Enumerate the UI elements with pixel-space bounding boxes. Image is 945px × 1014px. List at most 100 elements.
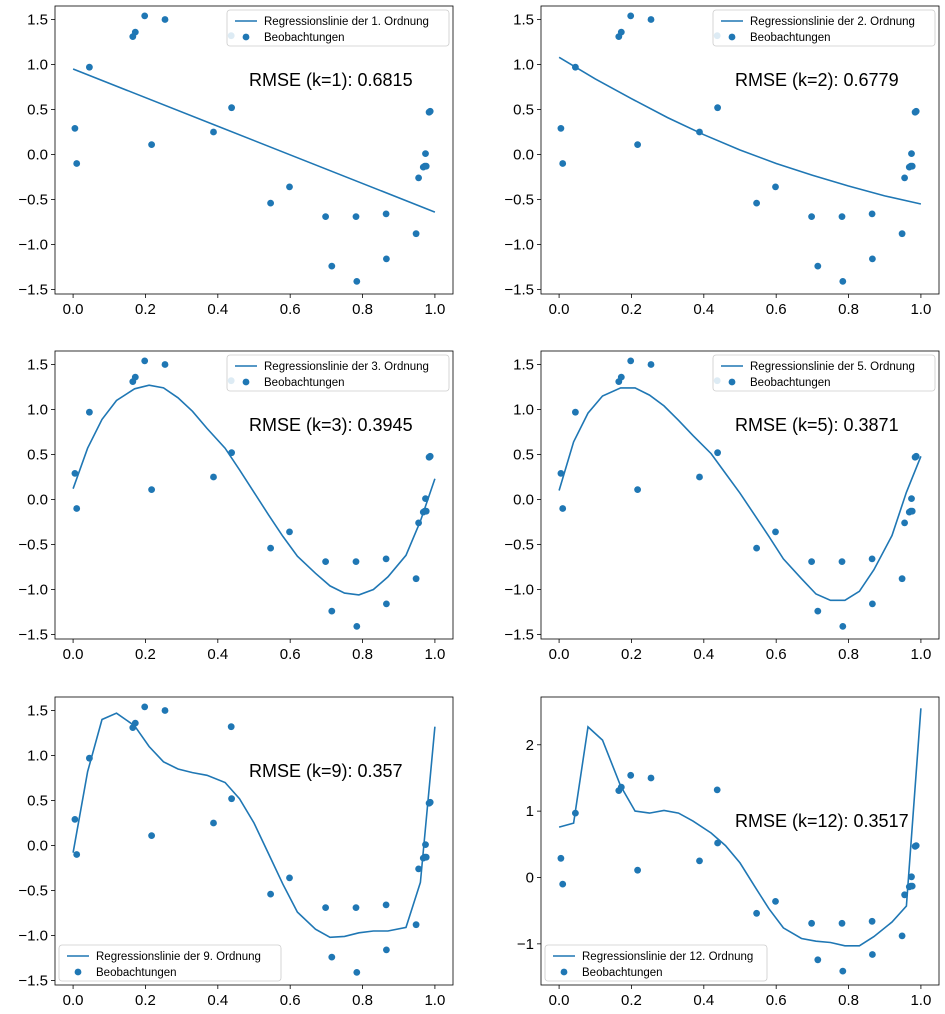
rmse-label: RMSE (k=1): 0.6815 xyxy=(249,70,413,90)
x-tick-label: 1.0 xyxy=(424,992,445,1009)
observation-point xyxy=(814,262,822,270)
observation-point xyxy=(808,213,815,221)
observation-point xyxy=(426,107,434,115)
observation-point xyxy=(415,865,422,873)
observation-point xyxy=(647,361,655,368)
observation-point xyxy=(647,774,655,782)
observation-point xyxy=(322,904,329,911)
observation-point xyxy=(382,555,390,563)
observation-point xyxy=(634,866,641,874)
axes-frame xyxy=(54,350,454,640)
x-tick-label: 1.0 xyxy=(424,301,445,318)
legend-point-swatch xyxy=(560,968,568,976)
observation-point xyxy=(839,278,847,285)
observation-point xyxy=(73,851,81,858)
observation-point xyxy=(772,183,779,191)
rmse-label: RMSE (k=9): 0.357 xyxy=(249,761,403,781)
observation-point xyxy=(808,558,815,565)
x-tick-label: 0.8 xyxy=(838,301,859,318)
observation-point xyxy=(559,160,567,167)
y-tick-label: 0.5 xyxy=(513,447,534,464)
legend-box xyxy=(226,9,450,47)
x-tick-label: 0.8 xyxy=(352,646,373,663)
observation-point xyxy=(161,707,169,714)
x-tick-label: 0.0 xyxy=(63,646,84,663)
legend-points-label: Beobachtungen xyxy=(750,32,831,44)
y-tick-label: −0.5 xyxy=(18,883,48,900)
y-tick-label: −1.5 xyxy=(18,282,48,299)
observation-point xyxy=(286,183,293,191)
observation-point xyxy=(908,882,916,890)
y-tick-label: 0.0 xyxy=(27,147,48,164)
observation-point xyxy=(814,607,822,615)
observation-point xyxy=(148,832,156,839)
observation-point xyxy=(415,519,422,527)
observation-point xyxy=(322,558,329,565)
axes-frame xyxy=(540,350,940,640)
y-tick-label: 1.5 xyxy=(27,357,48,374)
observation-point xyxy=(210,128,217,136)
y-tick-label: −0.5 xyxy=(504,192,534,209)
observation-point xyxy=(422,495,429,502)
observation-point xyxy=(353,278,361,285)
observation-point xyxy=(353,623,361,630)
observation-point xyxy=(714,449,721,457)
y-tick-label: −1.0 xyxy=(504,237,534,254)
observation-point xyxy=(908,507,916,515)
observation-point xyxy=(131,28,139,36)
legend: Regressionslinie der 12. Ordnung Beobacht… xyxy=(544,944,768,982)
observation-point xyxy=(131,719,139,727)
observation-point xyxy=(838,558,846,565)
observation-point xyxy=(838,919,846,927)
observation-point xyxy=(141,703,149,711)
y-tick-label: 0.5 xyxy=(513,102,534,119)
axes-frame xyxy=(54,696,454,986)
observation-point xyxy=(814,956,822,964)
x-tick-label: 0.8 xyxy=(838,992,859,1009)
observation-point xyxy=(426,452,434,460)
observation-point xyxy=(228,449,236,457)
y-tick-label: −1.0 xyxy=(18,237,48,254)
observation-point xyxy=(634,141,641,149)
y-tick-label: 1.0 xyxy=(513,57,534,74)
observation-point xyxy=(412,575,420,583)
x-tick-label: 0.6 xyxy=(280,646,301,663)
observation-point xyxy=(772,898,779,905)
observation-point xyxy=(696,857,703,865)
observation-point xyxy=(557,470,565,477)
observation-point xyxy=(696,473,703,481)
y-tick-label: 1.5 xyxy=(513,12,534,29)
y-tick-label: 1.0 xyxy=(513,402,534,419)
observation-point xyxy=(808,919,815,927)
observation-point xyxy=(131,373,139,381)
y-tick-label: −0.5 xyxy=(18,537,48,554)
observation-point xyxy=(714,104,721,112)
observation-point xyxy=(617,28,625,36)
x-tick-label: 1.0 xyxy=(910,992,931,1009)
observation-point xyxy=(141,357,149,365)
observation-point xyxy=(753,544,760,552)
observation-point xyxy=(286,874,293,882)
observation-point xyxy=(898,575,906,583)
observation-point xyxy=(148,141,156,149)
y-tick-label: 0.0 xyxy=(27,838,48,855)
y-tick-label: −1.0 xyxy=(18,582,48,599)
x-tick-label: 0.0 xyxy=(549,992,570,1009)
x-tick-label: 0.6 xyxy=(766,992,787,1009)
legend-line-label: Regressionslinie der 12. Ordnung xyxy=(582,951,753,963)
x-tick-label: 0.4 xyxy=(693,992,714,1009)
observation-point xyxy=(73,505,81,512)
legend-box xyxy=(712,9,936,47)
observation-point xyxy=(426,798,434,806)
legend-points-label: Beobachtungen xyxy=(264,377,345,389)
observation-point xyxy=(572,809,579,817)
x-tick-label: 0.0 xyxy=(63,301,84,318)
x-tick-label: 0.6 xyxy=(280,301,301,318)
observation-point xyxy=(382,210,390,218)
y-tick-label: −1.0 xyxy=(18,928,48,945)
observation-point xyxy=(382,901,390,909)
observation-point xyxy=(839,623,847,630)
observation-point xyxy=(267,544,274,552)
observation-point xyxy=(869,951,876,958)
